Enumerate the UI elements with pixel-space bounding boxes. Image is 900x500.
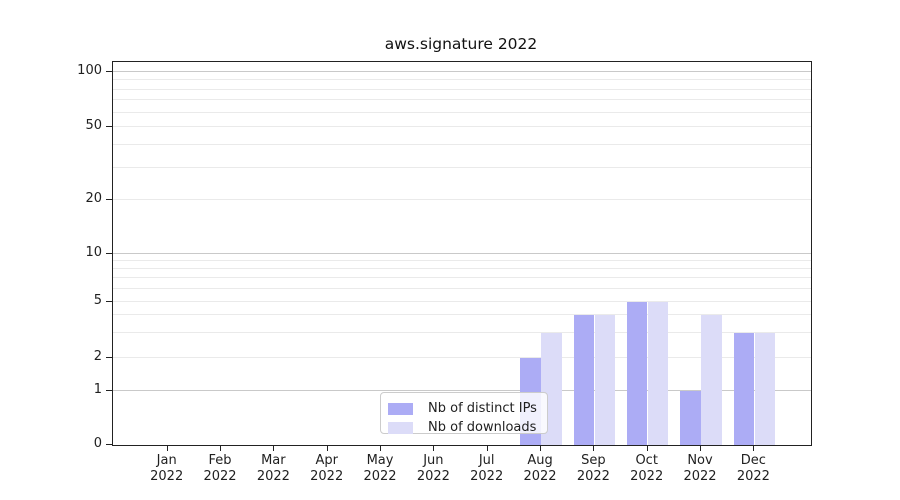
gridline-minor-70 bbox=[113, 99, 811, 101]
y-tick-mark-10 bbox=[106, 253, 112, 254]
y-tick-label-5: 5 bbox=[93, 292, 102, 308]
x-tick-mark-sep-2022 bbox=[593, 445, 595, 451]
x-tick-mark-apr-2022 bbox=[326, 445, 328, 451]
gridline-minor-4 bbox=[113, 314, 811, 315]
x-tick-label-oct-2022: Oct 2022 bbox=[630, 453, 664, 484]
gridline-minor-2 bbox=[113, 357, 811, 358]
y-tick-mark-0 bbox=[106, 444, 112, 445]
x-tick-mark-mar-2022 bbox=[273, 445, 275, 451]
bar-nb-of-distinct-ips-sep-2022 bbox=[573, 315, 595, 445]
y-tick-label-2: 2 bbox=[93, 349, 102, 364]
plot-area: Nb of distinct IPs Nb of downloads bbox=[112, 61, 812, 446]
x-tick-label-jun-2022: Jun 2022 bbox=[416, 453, 450, 484]
bar-nb-of-distinct-ips-nov-2022 bbox=[680, 391, 701, 445]
chart-title: aws.signature 2022 bbox=[384, 35, 538, 53]
legend-entry-nb-of-distinct-ips: Nb of distinct IPs bbox=[388, 399, 547, 418]
gridline-minor-6 bbox=[113, 288, 811, 290]
x-tick-label-apr-2022: Apr 2022 bbox=[310, 453, 344, 484]
x-tick-label-jul-2022: Jul 2022 bbox=[470, 453, 504, 484]
bar-nb-of-distinct-ips-dec-2022 bbox=[733, 333, 755, 445]
y-tick-label-100: 100 bbox=[77, 63, 102, 78]
bar-nb-of-downloads-nov-2022 bbox=[701, 315, 722, 445]
legend-swatch-icon bbox=[388, 421, 413, 434]
x-tick-mark-feb-2022 bbox=[220, 445, 222, 451]
legend: Nb of distinct IPs Nb of downloads bbox=[380, 392, 548, 437]
y-tick-label-50: 50 bbox=[85, 118, 102, 133]
gridline-major-1 bbox=[113, 390, 811, 391]
bar-nb-of-downloads-dec-2022 bbox=[754, 333, 776, 445]
x-tick-label-sep-2022: Sep 2022 bbox=[576, 453, 610, 484]
x-tick-label-feb-2022: Feb 2022 bbox=[203, 453, 237, 484]
y-tick-mark-2 bbox=[106, 357, 112, 358]
gridline-major-10 bbox=[113, 253, 811, 254]
bar-nb-of-distinct-ips-oct-2022 bbox=[626, 301, 648, 445]
gridline-minor-7 bbox=[113, 277, 811, 279]
x-tick-mark-oct-2022 bbox=[646, 445, 648, 451]
y-tick-label-10: 10 bbox=[85, 245, 102, 260]
legend-entry-nb-of-downloads: Nb of downloads bbox=[388, 418, 547, 437]
x-tick-mark-nov-2022 bbox=[700, 445, 702, 451]
x-tick-label-may-2022: May 2022 bbox=[363, 453, 397, 484]
gridline-minor-9 bbox=[113, 260, 811, 262]
y-tick-mark-50 bbox=[106, 126, 112, 127]
y-tick-mark-5 bbox=[106, 300, 112, 302]
gridline-minor-60 bbox=[113, 111, 811, 113]
x-tick-label-mar-2022: Mar 2022 bbox=[256, 453, 290, 484]
y-tick-label-20: 20 bbox=[85, 191, 102, 206]
gridline-minor-8 bbox=[113, 268, 811, 270]
bar-nb-of-downloads-oct-2022 bbox=[647, 301, 669, 445]
y-tick-mark-100 bbox=[106, 71, 112, 72]
gridline-minor-50 bbox=[113, 126, 811, 127]
x-tick-label-nov-2022: Nov 2022 bbox=[683, 453, 717, 484]
y-tick-mark-20 bbox=[106, 199, 112, 200]
x-tick-mark-jul-2022 bbox=[486, 445, 488, 451]
x-tick-mark-dec-2022 bbox=[753, 445, 755, 451]
y-tick-mark-1 bbox=[106, 390, 112, 391]
x-tick-mark-jun-2022 bbox=[433, 445, 435, 451]
bar-nb-of-downloads-sep-2022 bbox=[594, 315, 616, 445]
x-tick-label-jan-2022: Jan 2022 bbox=[150, 453, 184, 484]
x-tick-label-aug-2022: Aug 2022 bbox=[523, 453, 557, 484]
gridline-major-100 bbox=[113, 71, 811, 72]
legend-label: Nb of distinct IPs bbox=[428, 401, 537, 416]
gridline-minor-80 bbox=[113, 88, 811, 90]
gridline-minor-3 bbox=[113, 332, 811, 333]
legend-swatch-icon bbox=[388, 402, 413, 415]
x-tick-label-dec-2022: Dec 2022 bbox=[736, 453, 770, 484]
gridline-minor-40 bbox=[113, 143, 811, 145]
y-tick-label-0: 0 bbox=[93, 436, 102, 451]
legend-label: Nb of downloads bbox=[428, 420, 537, 435]
x-tick-mark-aug-2022 bbox=[540, 445, 542, 451]
y-tick-label-1: 1 bbox=[93, 382, 102, 397]
gridline-minor-90 bbox=[113, 79, 811, 81]
x-tick-mark-jan-2022 bbox=[166, 445, 168, 451]
x-tick-mark-may-2022 bbox=[380, 445, 382, 451]
gridline-minor-5 bbox=[113, 300, 811, 302]
gridline-minor-30 bbox=[113, 166, 811, 168]
gridline-minor-20 bbox=[113, 199, 811, 200]
